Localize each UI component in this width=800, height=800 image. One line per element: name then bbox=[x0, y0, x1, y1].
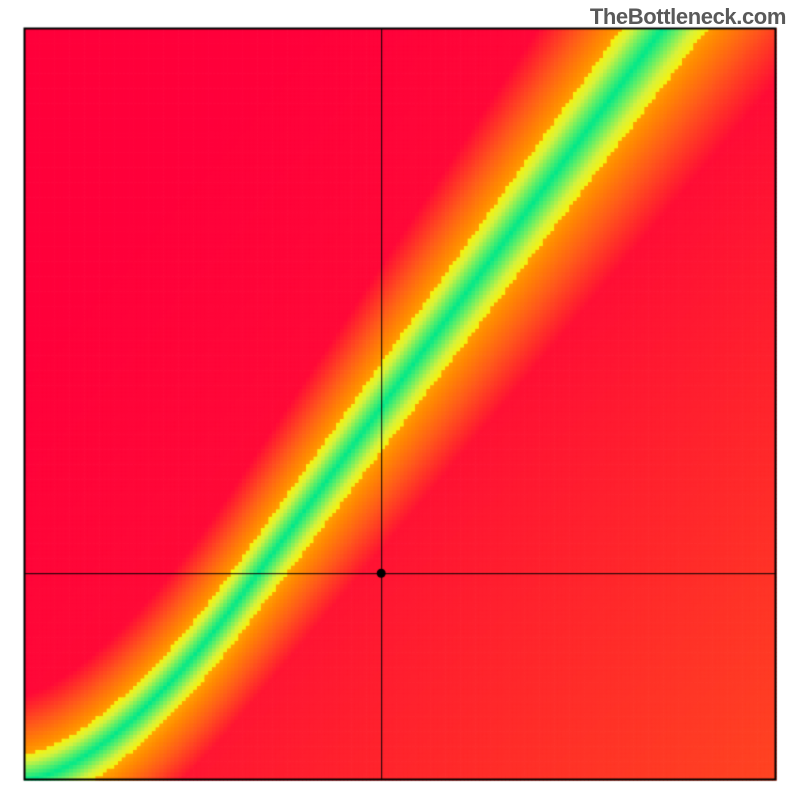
watermark-text: TheBottleneck.com bbox=[590, 4, 786, 30]
bottleneck-heatmap bbox=[0, 0, 800, 800]
